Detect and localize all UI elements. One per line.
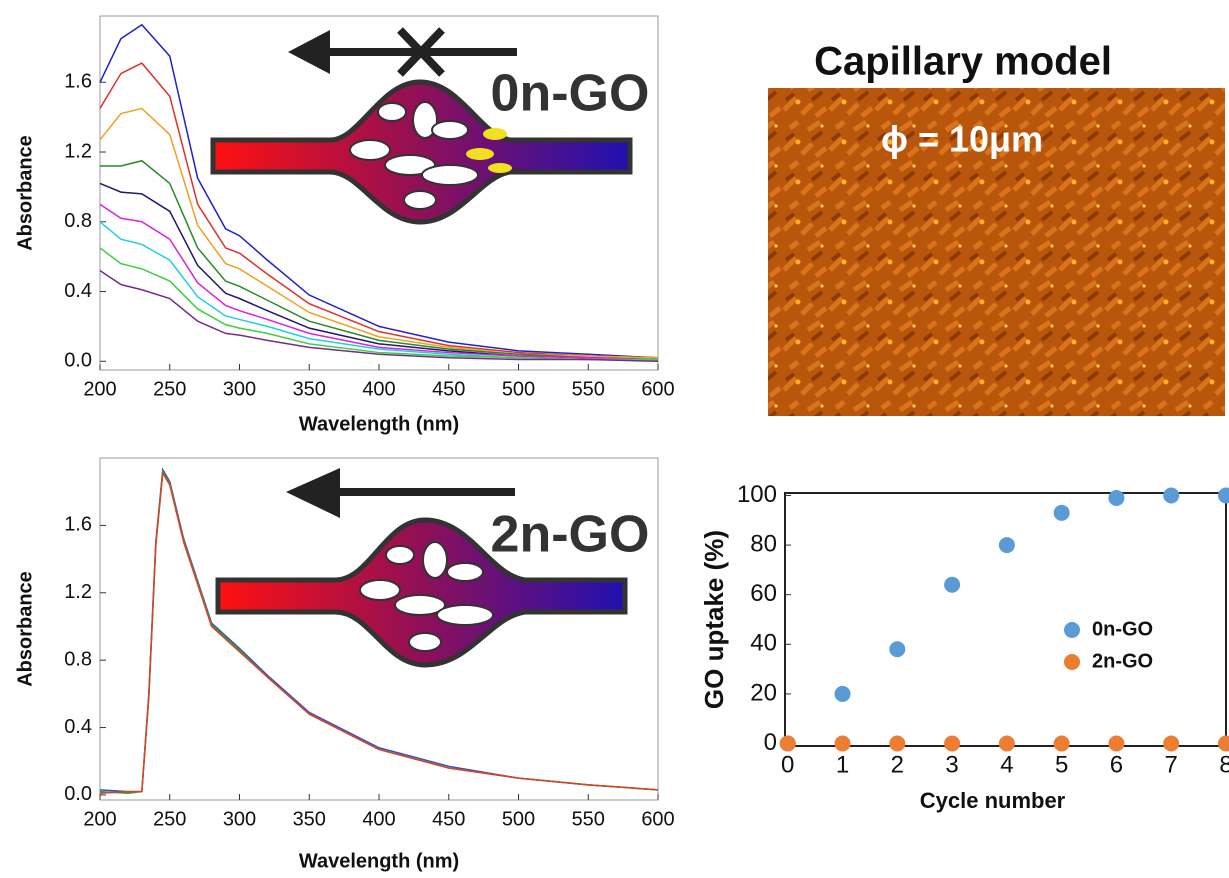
image-label: ϕ = 10μm	[881, 119, 1043, 160]
point	[1053, 504, 1070, 521]
x-tick-label: 2	[891, 751, 904, 778]
point	[998, 537, 1015, 554]
diagrams	[210, 27, 633, 668]
y-axis-label: Absorbance	[14, 135, 36, 251]
series-line	[99, 182, 659, 361]
plot-frame	[784, 492, 1227, 747]
x-tick-label: 450	[432, 378, 465, 400]
image-title: Capillary model	[814, 40, 1112, 84]
x-tick-label: 500	[502, 808, 535, 830]
x-tick-label: 500	[502, 378, 535, 400]
y-tick-label: 0.4	[64, 716, 92, 738]
y-tick-label: 0.8	[64, 210, 92, 232]
point	[1108, 489, 1125, 506]
image	[768, 88, 1225, 416]
y-tick-label: 1.2	[64, 581, 92, 603]
x-tick-label: 0	[781, 751, 794, 778]
legend-marker	[1064, 654, 1080, 670]
point	[944, 576, 961, 593]
x-tick-label: 350	[293, 808, 326, 830]
y-tick-label: 0.0	[64, 783, 92, 805]
y-tick-label: 60	[750, 580, 777, 607]
x-tick-label: 550	[572, 808, 605, 830]
series-line	[100, 159, 659, 361]
series-line	[99, 247, 658, 361]
point	[779, 735, 796, 752]
point	[1108, 735, 1125, 752]
x-tick-label: 7	[1165, 751, 1178, 778]
annotation: 0n-GO	[491, 65, 650, 123]
x-axis-label: Wavelength (nm)	[299, 413, 459, 435]
x-tick-label: 250	[153, 378, 186, 400]
y-tick-label: 100	[737, 481, 777, 508]
y-tick-label: 40	[750, 630, 777, 657]
y-tick-label: 0	[764, 729, 777, 756]
legend-label: 2n-GO	[1092, 650, 1153, 672]
series-line	[99, 203, 659, 361]
point	[1218, 487, 1229, 504]
x-tick-label: 550	[572, 378, 605, 400]
x-tick-label: 200	[83, 378, 116, 400]
x-tick-label: 6	[1110, 751, 1123, 778]
series-line	[99, 269, 659, 363]
y-tick-label: 80	[750, 530, 777, 557]
x-tick-label: 1	[836, 751, 849, 778]
vessel-diagram	[215, 468, 628, 668]
x-tick-label: 3	[945, 751, 958, 778]
x-tick-label: 5	[1055, 751, 1068, 778]
x-tick-label: 350	[293, 378, 326, 400]
point	[1163, 735, 1180, 752]
point	[1053, 735, 1070, 752]
y-tick-label: 1.6	[64, 514, 92, 536]
point	[944, 735, 961, 752]
x-axis-label: Cycle number	[920, 788, 1066, 813]
x-tick-label: 200	[83, 808, 116, 830]
x-tick-label: 400	[362, 808, 395, 830]
x-tick-label: 450	[432, 808, 465, 830]
x-tick-label: 300	[223, 378, 256, 400]
x-tick-label: 4	[1000, 751, 1013, 778]
y-tick-label: 0.4	[64, 280, 92, 302]
series-line	[99, 470, 659, 795]
point	[1218, 735, 1229, 752]
x-tick-label: 300	[223, 808, 256, 830]
legend-label: 0n-GO	[1092, 618, 1153, 640]
point	[889, 735, 906, 752]
y-tick-label: 1.6	[64, 71, 92, 93]
y-axis-label: Absorbance	[14, 571, 36, 687]
vessel-diagram	[210, 27, 633, 225]
y-tick-label: 1.2	[64, 140, 92, 162]
annotation: 2n-GO	[491, 506, 650, 564]
point	[834, 685, 851, 702]
microscope-image: Capillary model ϕ = 10μm	[768, 40, 1225, 416]
x-tick-label: 600	[641, 808, 674, 830]
x-tick-label: 400	[362, 378, 395, 400]
x-axis-label: Wavelength (nm)	[299, 850, 459, 872]
y-axis-label: GO uptake (%)	[699, 530, 729, 709]
series-line	[99, 23, 659, 359]
series-line	[99, 62, 659, 359]
x-tick-label: 600	[641, 378, 674, 400]
point	[998, 735, 1015, 752]
point	[834, 735, 851, 752]
y-tick-label: 0.8	[64, 648, 92, 670]
x-tick-label: 8	[1219, 751, 1229, 778]
point	[1163, 487, 1180, 504]
point	[889, 641, 906, 658]
y-tick-label: 0.0	[64, 350, 92, 372]
series-line	[99, 221, 658, 361]
legend-marker	[1064, 622, 1080, 638]
x-tick-label: 250	[153, 808, 186, 830]
y-tick-label: 20	[750, 679, 777, 706]
